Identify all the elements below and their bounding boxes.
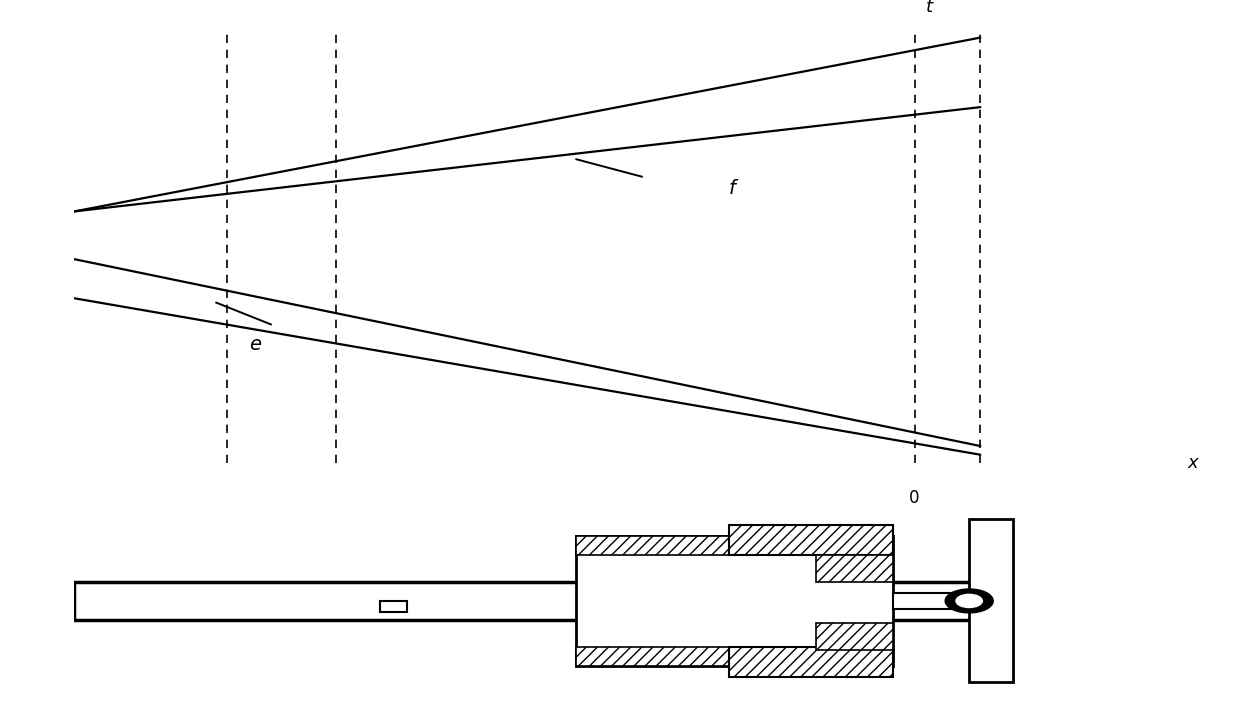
Bar [379,601,407,612]
Bar [577,536,893,666]
Bar [816,555,893,582]
Text: e: e [249,335,260,355]
Bar [74,582,980,620]
Bar [729,647,893,677]
Bar [816,623,893,650]
Bar [893,593,970,609]
Text: x: x [1188,455,1198,472]
Circle shape [945,589,993,613]
Bar [577,647,795,666]
Text: 0: 0 [909,489,920,508]
Bar [729,525,893,555]
Text: f: f [729,179,737,198]
Bar [577,536,795,555]
Circle shape [956,594,982,607]
Text: t: t [925,0,932,16]
Bar [970,520,1013,682]
